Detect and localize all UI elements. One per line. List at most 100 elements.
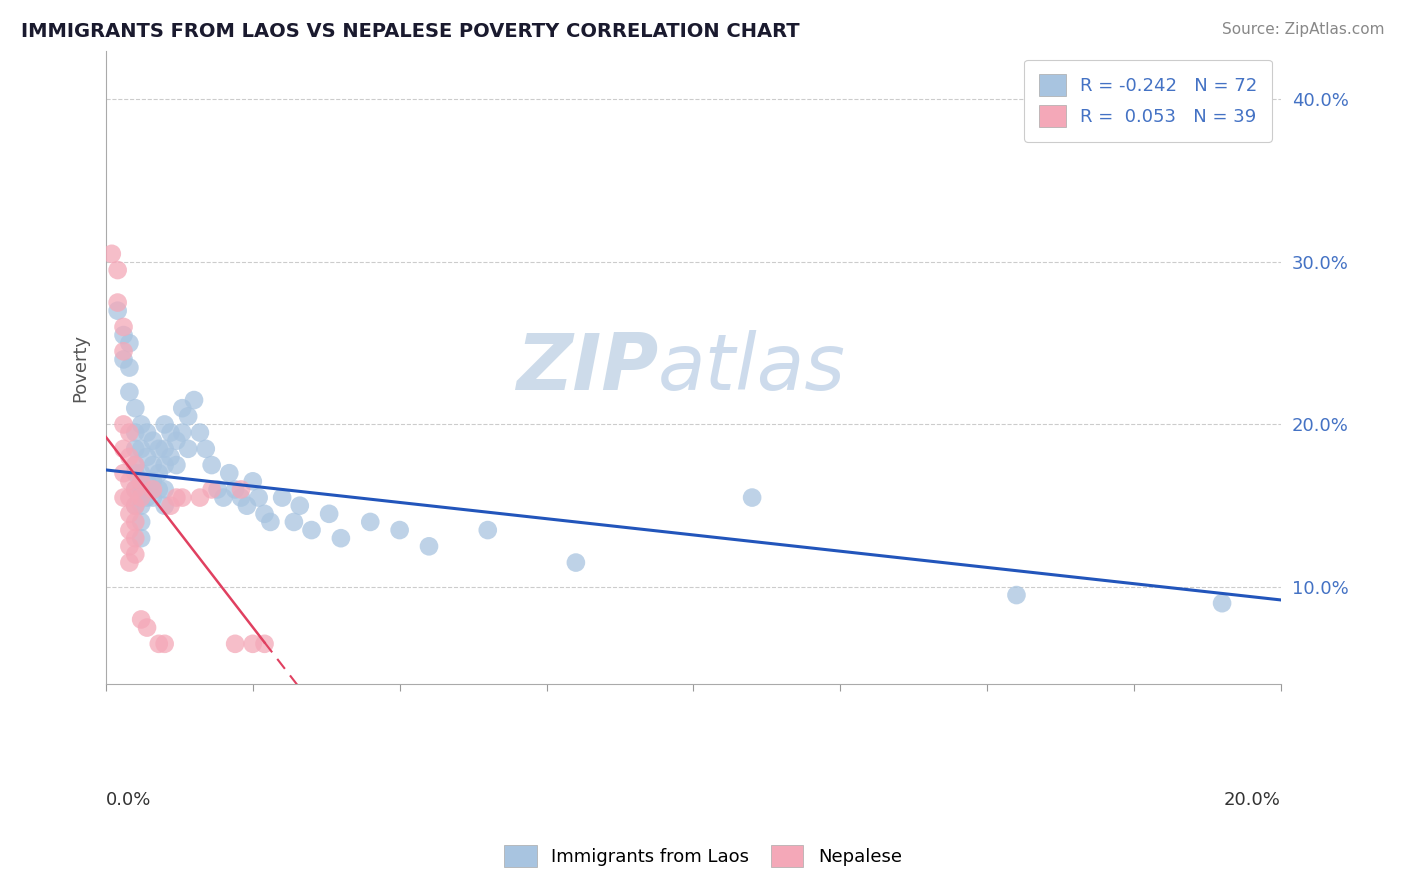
Point — [118, 491, 141, 505]
Point — [129, 531, 152, 545]
Point — [112, 442, 135, 456]
Point — [253, 507, 276, 521]
Point — [148, 483, 170, 497]
Point — [159, 499, 181, 513]
Point — [124, 515, 146, 529]
Point — [153, 442, 176, 456]
Point — [112, 320, 135, 334]
Point — [118, 507, 141, 521]
Point — [124, 499, 146, 513]
Y-axis label: Poverty: Poverty — [72, 334, 89, 401]
Point — [477, 523, 499, 537]
Point — [112, 466, 135, 480]
Point — [118, 539, 141, 553]
Point — [148, 466, 170, 480]
Point — [242, 637, 264, 651]
Point — [129, 515, 152, 529]
Point — [118, 556, 141, 570]
Point — [124, 531, 146, 545]
Point — [247, 491, 270, 505]
Point — [201, 458, 224, 472]
Point — [129, 417, 152, 432]
Point — [172, 425, 194, 440]
Point — [318, 507, 340, 521]
Point — [118, 425, 141, 440]
Point — [1005, 588, 1028, 602]
Point — [136, 491, 159, 505]
Point — [136, 621, 159, 635]
Point — [229, 483, 252, 497]
Point — [177, 442, 200, 456]
Point — [129, 442, 152, 456]
Point — [129, 499, 152, 513]
Point — [271, 491, 294, 505]
Point — [136, 425, 159, 440]
Point — [148, 637, 170, 651]
Point — [229, 491, 252, 505]
Point — [288, 499, 311, 513]
Point — [188, 425, 211, 440]
Point — [183, 393, 205, 408]
Point — [124, 548, 146, 562]
Point — [1211, 596, 1233, 610]
Point — [259, 515, 281, 529]
Point — [124, 483, 146, 497]
Point — [172, 401, 194, 416]
Point — [112, 417, 135, 432]
Point — [159, 425, 181, 440]
Legend: Immigrants from Laos, Nepalese: Immigrants from Laos, Nepalese — [496, 838, 910, 874]
Point — [107, 295, 129, 310]
Point — [124, 466, 146, 480]
Point — [142, 491, 165, 505]
Point — [741, 491, 763, 505]
Point — [212, 491, 235, 505]
Point — [218, 466, 240, 480]
Point — [283, 515, 305, 529]
Point — [118, 475, 141, 489]
Point — [153, 499, 176, 513]
Point — [359, 515, 381, 529]
Point — [142, 483, 165, 497]
Point — [129, 475, 152, 489]
Point — [142, 434, 165, 448]
Point — [388, 523, 411, 537]
Point — [165, 434, 187, 448]
Point — [136, 475, 159, 489]
Text: 0.0%: 0.0% — [105, 791, 152, 809]
Point — [107, 303, 129, 318]
Text: IMMIGRANTS FROM LAOS VS NEPALESE POVERTY CORRELATION CHART: IMMIGRANTS FROM LAOS VS NEPALESE POVERTY… — [21, 22, 800, 41]
Point — [112, 344, 135, 359]
Point — [172, 491, 194, 505]
Point — [118, 360, 141, 375]
Point — [129, 491, 152, 505]
Point — [418, 539, 440, 553]
Point — [142, 458, 165, 472]
Point — [201, 483, 224, 497]
Text: Source: ZipAtlas.com: Source: ZipAtlas.com — [1222, 22, 1385, 37]
Point — [236, 499, 259, 513]
Text: ZIP: ZIP — [516, 329, 658, 406]
Text: atlas: atlas — [658, 329, 846, 406]
Point — [136, 450, 159, 464]
Point — [129, 483, 152, 497]
Point — [153, 458, 176, 472]
Point — [159, 450, 181, 464]
Point — [129, 466, 152, 480]
Point — [165, 458, 187, 472]
Point — [165, 491, 187, 505]
Point — [153, 637, 176, 651]
Point — [129, 612, 152, 626]
Point — [124, 425, 146, 440]
Point — [188, 491, 211, 505]
Point — [148, 442, 170, 456]
Point — [224, 637, 246, 651]
Point — [153, 483, 176, 497]
Point — [153, 417, 176, 432]
Point — [242, 475, 264, 489]
Point — [124, 458, 146, 472]
Text: 20.0%: 20.0% — [1225, 791, 1281, 809]
Point — [112, 491, 135, 505]
Point — [118, 336, 141, 351]
Point — [124, 458, 146, 472]
Point — [142, 475, 165, 489]
